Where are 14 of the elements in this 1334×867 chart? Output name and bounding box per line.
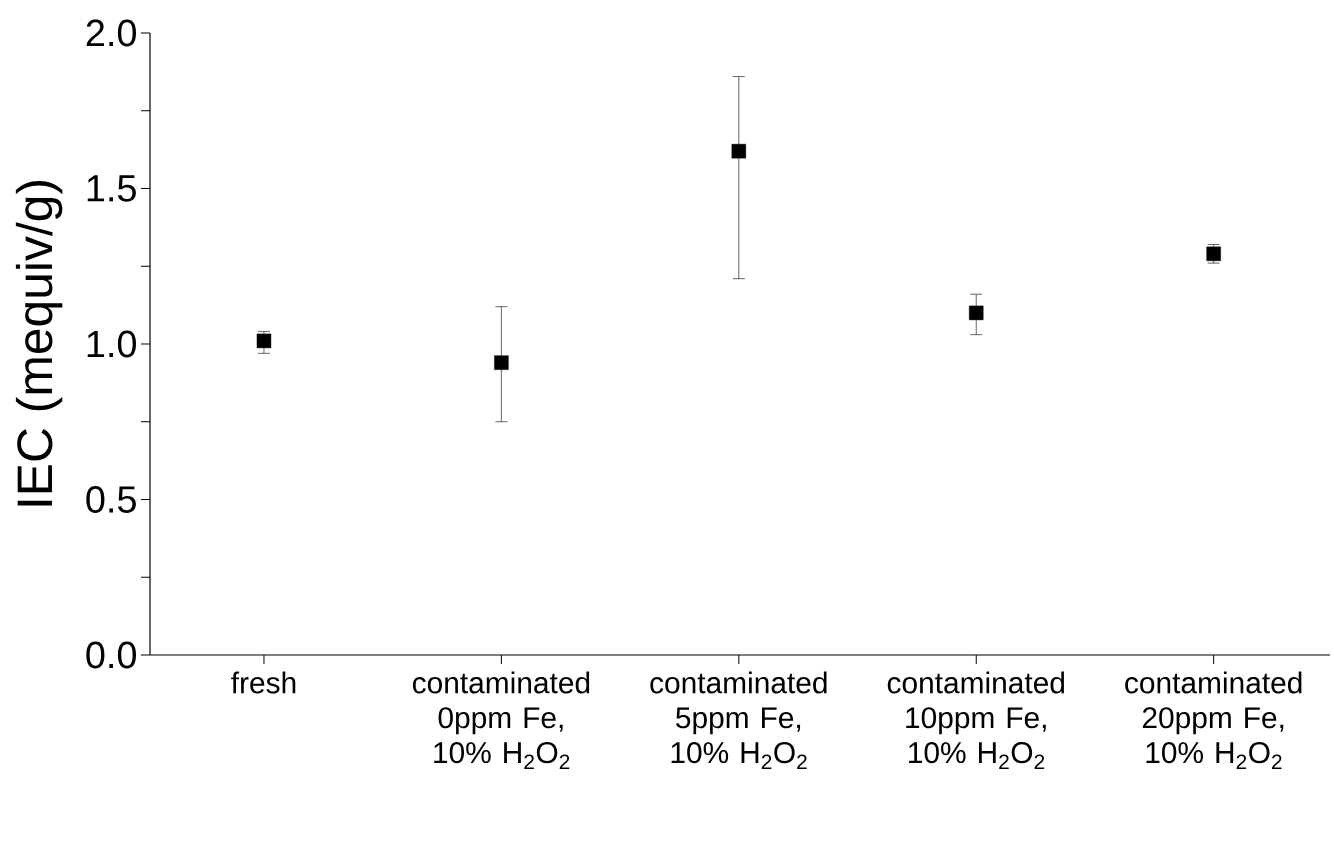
y-tick-label: 1.0 [87, 330, 136, 358]
x-tick-label: contaminated 10ppm Fe, 10% H$_{2}$O$_{2}$ [887, 671, 1065, 769]
point [969, 305, 984, 321]
y-tick-label: 0.0 [86, 641, 136, 669]
point [731, 143, 747, 159]
point [494, 355, 509, 370]
y-tick-label: 2.0 [86, 19, 136, 47]
y-tick-label: 1.5 [87, 175, 136, 202]
x-tick-label: contaminated 0ppm Fe, 10% H$_{2}$O$_{2}$ [412, 671, 590, 769]
y-tick-label: 0.5 [86, 486, 136, 513]
x-tick-label: fresh [231, 671, 296, 694]
x-tick-label: contaminated 20ppm Fe, 10% H$_{2}$O$_{2}$ [1125, 671, 1302, 769]
y-axis-title: IEC (mequiv/g) [15, 181, 63, 506]
x-tick-label: contaminated 5ppm Fe, 10% H$_{2}$O$_{2}$ [650, 671, 827, 769]
